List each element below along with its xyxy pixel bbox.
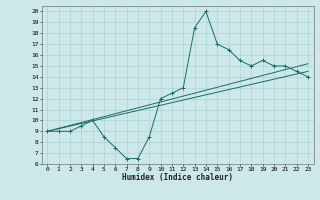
X-axis label: Humidex (Indice chaleur): Humidex (Indice chaleur) <box>122 173 233 182</box>
